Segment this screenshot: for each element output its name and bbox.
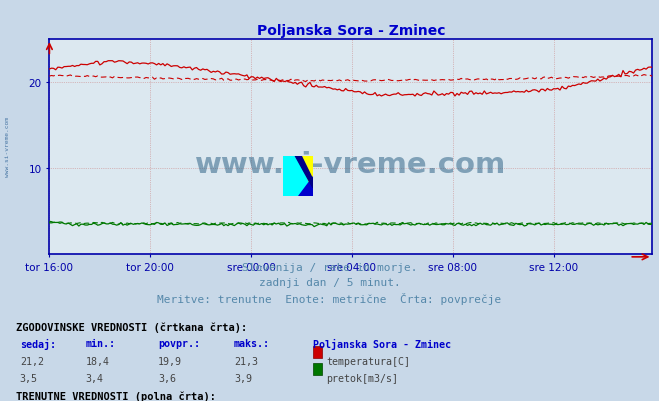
Text: povpr.:: povpr.: — [158, 338, 200, 348]
Text: pretok[m3/s]: pretok[m3/s] — [326, 373, 398, 383]
Polygon shape — [283, 156, 313, 196]
Text: ZGODOVINSKE VREDNOSTI (črtkana črta):: ZGODOVINSKE VREDNOSTI (črtkana črta): — [16, 322, 248, 332]
Polygon shape — [298, 156, 313, 196]
Title: Poljanska Sora - Zminec: Poljanska Sora - Zminec — [256, 24, 445, 38]
Text: www.si-vreme.com: www.si-vreme.com — [195, 150, 507, 178]
Polygon shape — [298, 176, 313, 196]
Text: min.:: min.: — [86, 338, 116, 348]
Text: 21,2: 21,2 — [20, 356, 43, 366]
Polygon shape — [295, 156, 313, 188]
Text: 3,6: 3,6 — [158, 373, 176, 383]
Text: Slovenija / reke in morje.: Slovenija / reke in morje. — [242, 262, 417, 272]
Text: Poljanska Sora - Zminec: Poljanska Sora - Zminec — [313, 338, 451, 349]
Text: maks.:: maks.: — [234, 338, 270, 348]
Text: www.si-vreme.com: www.si-vreme.com — [5, 116, 11, 176]
Text: 18,4: 18,4 — [86, 356, 109, 366]
Text: zadnji dan / 5 minut.: zadnji dan / 5 minut. — [258, 277, 401, 287]
Text: 19,9: 19,9 — [158, 356, 182, 366]
Text: 21,3: 21,3 — [234, 356, 258, 366]
Text: 3,4: 3,4 — [86, 373, 103, 383]
Text: 3,5: 3,5 — [20, 373, 38, 383]
Text: temperatura[C]: temperatura[C] — [326, 356, 410, 366]
Text: Meritve: trenutne  Enote: metrične  Črta: povprečje: Meritve: trenutne Enote: metrične Črta: … — [158, 292, 501, 304]
Text: 3,9: 3,9 — [234, 373, 252, 383]
Text: sedaj:: sedaj: — [20, 338, 56, 349]
Text: TRENUTNE VREDNOSTI (polna črta):: TRENUTNE VREDNOSTI (polna črta): — [16, 390, 216, 401]
